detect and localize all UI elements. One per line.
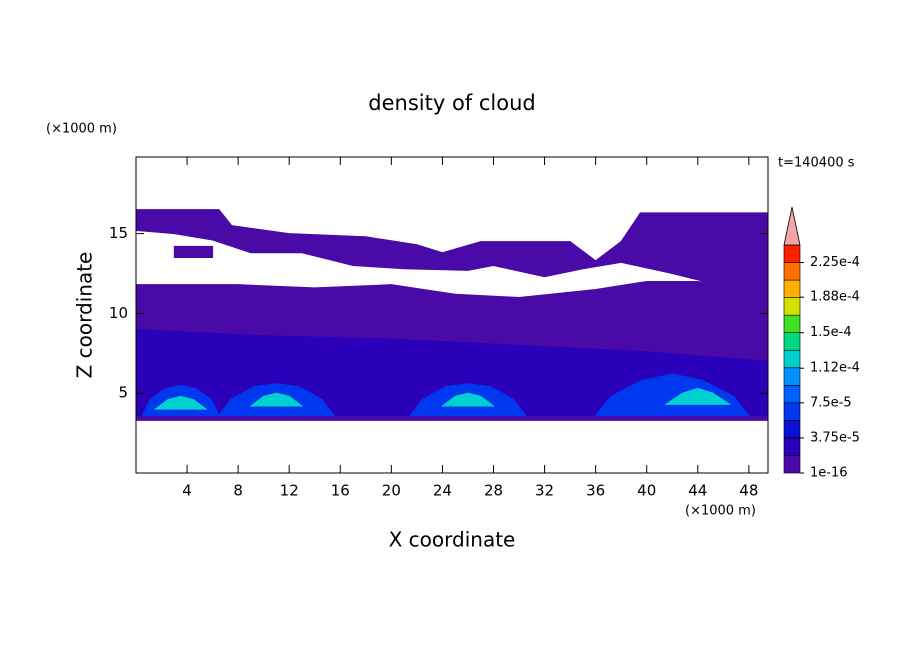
contour-region xyxy=(664,387,732,405)
colorbar-bin xyxy=(783,297,801,316)
colorbar-bin xyxy=(783,349,801,369)
colorbar-bin xyxy=(783,314,801,333)
plot-frame xyxy=(135,156,769,474)
colorbar-bin xyxy=(783,437,801,456)
colorbar-bin xyxy=(783,332,801,351)
chart-title: density of cloud xyxy=(368,91,535,115)
colorbar-bin xyxy=(783,402,801,421)
colorbar-tick-label: 2.25e-4 xyxy=(810,255,860,270)
x-tick-label: 44 xyxy=(688,482,707,500)
colorbar-bin xyxy=(783,420,801,439)
contour-region xyxy=(249,392,304,407)
field xyxy=(135,209,769,421)
colorbar-tick-label: 7.5e-5 xyxy=(810,395,852,410)
contour-region xyxy=(135,209,769,291)
colorbar-tick-label: 1.12e-4 xyxy=(810,361,860,376)
x-tick-label: 28 xyxy=(484,482,503,500)
annotation: t=140400 s xyxy=(778,156,855,171)
y-tick-label: 5 xyxy=(118,384,128,402)
colorbar-tick-label: 1.88e-4 xyxy=(810,290,860,305)
x-tick-label: 8 xyxy=(233,482,243,500)
x-tick-label: 20 xyxy=(382,482,401,500)
y-unit: (×1000 m) xyxy=(46,122,117,137)
x-axis-label: X coordinate xyxy=(389,528,516,552)
x-tick-label: 4 xyxy=(182,482,192,500)
x-tick-label: 32 xyxy=(535,482,554,500)
y-axis-label: Z coordinate xyxy=(73,252,97,379)
colorbar-bin xyxy=(783,367,801,386)
x-tick-label: 16 xyxy=(331,482,350,500)
y-tick-label: 15 xyxy=(109,224,128,242)
y-tick-label: 10 xyxy=(109,304,128,322)
contour-region xyxy=(153,395,208,410)
colorbar-extend xyxy=(783,206,801,246)
contour-region xyxy=(440,392,495,407)
colorbar-bin xyxy=(783,455,801,474)
x-tick-label: 24 xyxy=(433,482,452,500)
x-tick-label: 36 xyxy=(586,482,605,500)
colorbar-tick-label: 1e-16 xyxy=(810,466,848,481)
contour-region xyxy=(594,373,750,417)
colorbar-bin xyxy=(783,279,801,298)
colorbar-tick-label: 1.5e-4 xyxy=(810,325,852,340)
x-tick-label: 12 xyxy=(280,482,299,500)
contour-region xyxy=(173,245,214,259)
colorbar-bin xyxy=(783,262,801,281)
colorbar-bin xyxy=(783,385,801,404)
x-tick-label: 40 xyxy=(637,482,656,500)
colorbar-bin xyxy=(783,244,801,263)
x-tick-label: 48 xyxy=(739,482,758,500)
x-unit: (×1000 m) xyxy=(685,504,756,519)
colorbar-tick-label: 3.75e-5 xyxy=(810,430,860,445)
